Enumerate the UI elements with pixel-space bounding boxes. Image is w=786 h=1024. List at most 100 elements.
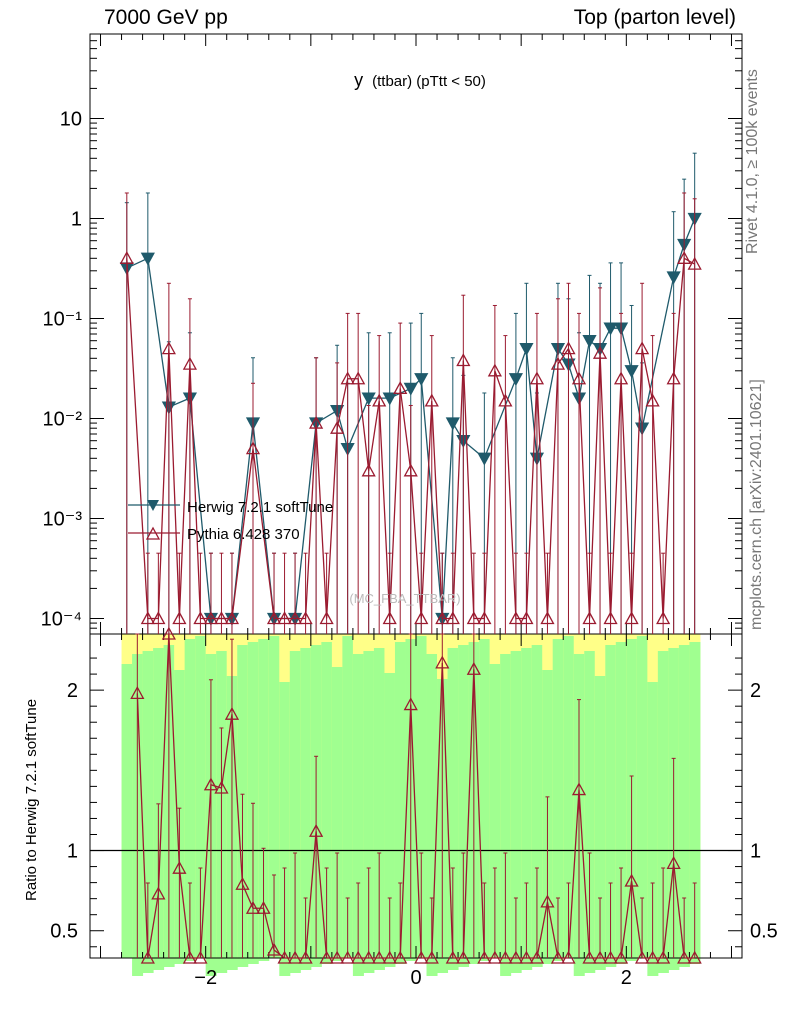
ratio-marker — [403, 697, 418, 711]
watermark: (MC_FBA_TTBAR) — [349, 591, 460, 606]
ratio-y-tick-label: 2 — [67, 680, 78, 702]
ratio-band-inner — [447, 648, 459, 970]
pythia-marker — [203, 611, 219, 625]
ratio-marker — [603, 950, 618, 964]
legend: Herwig 7.2.1 softTune Pythia 6.428 370 — [128, 499, 333, 543]
ratio-marker — [613, 950, 629, 964]
pythia-marker — [403, 463, 418, 477]
ratio-marker — [224, 706, 240, 720]
main-y-tick-label: 10⁻¹ — [43, 309, 83, 331]
pythia-marker — [519, 611, 534, 625]
ratio-marker — [635, 950, 650, 964]
pythia-marker — [582, 611, 597, 625]
pythia-marker — [603, 611, 618, 625]
pythia-marker — [613, 371, 629, 385]
ratio-marker — [330, 950, 345, 964]
ratio-band-inner — [394, 642, 406, 964]
ratio-band-inner — [552, 639, 564, 961]
pythia-line — [126, 257, 695, 620]
ratio-marker — [340, 950, 355, 964]
main-y-tick-label: 10 — [60, 109, 82, 131]
chart-title-main: y — [354, 70, 363, 90]
ratio-marker — [256, 900, 271, 914]
ratio-band-inner — [594, 676, 606, 970]
x-tick-label: 2 — [621, 967, 632, 989]
pythia-marker — [193, 611, 208, 625]
ratio-band-inner — [479, 639, 491, 961]
herwig-marker — [508, 373, 523, 387]
pythia-marker — [151, 611, 166, 625]
ratio-marker — [529, 950, 545, 964]
ratio-band-inner — [510, 651, 522, 973]
ratio-band-inner — [268, 636, 280, 958]
pythia-marker — [624, 611, 639, 625]
pythia-marker — [266, 611, 282, 625]
pythia-marker — [298, 611, 313, 625]
ratio-marker — [487, 950, 502, 964]
ratio-marker — [203, 777, 219, 791]
ratio-band-inner — [521, 648, 533, 970]
herwig-marker — [582, 335, 597, 349]
ratio-band-inner — [678, 645, 690, 967]
ratio-band-inner — [636, 636, 648, 958]
ratio-marker — [309, 823, 324, 837]
pythia-marker — [372, 393, 387, 407]
ratio-band-inner — [184, 639, 196, 961]
ratio-marker — [582, 950, 597, 964]
pythia-marker — [592, 345, 608, 359]
pythia-marker — [635, 341, 650, 355]
ratio-marker — [351, 950, 366, 964]
header-left: 7000 GeV pp — [104, 6, 228, 29]
pythia-marker — [140, 611, 155, 625]
pythia-marker — [666, 371, 681, 385]
ratio-marker — [561, 950, 576, 964]
ratio-marker — [235, 876, 250, 890]
ratio-band-inner — [195, 636, 207, 958]
ratio-band-inner — [657, 651, 669, 973]
ratio-band-inner — [321, 642, 333, 964]
ratio-band-inner — [489, 664, 501, 958]
pythia-marker — [435, 611, 450, 625]
series-layer — [119, 152, 702, 964]
legend-herwig-marker — [147, 500, 159, 511]
pythia-marker — [645, 393, 660, 407]
pythia-marker — [550, 356, 566, 370]
ratio-marker — [466, 661, 481, 675]
pythia-marker — [224, 611, 240, 625]
ratio-y-tick-label: 1 — [67, 841, 78, 863]
ratio-band-inner — [605, 645, 617, 967]
ratio-marker — [540, 894, 555, 908]
herwig-marker — [477, 452, 492, 466]
ratio-marker — [445, 950, 460, 964]
ratio-band-inner — [121, 664, 133, 958]
ratio-marker — [592, 950, 608, 964]
ratio-band-inner — [300, 648, 312, 970]
ratio-marker — [214, 780, 229, 794]
ratio-marker — [361, 950, 376, 964]
pythia-marker — [561, 341, 576, 355]
legend-pythia-label: Pythia 6.428 370 — [187, 526, 300, 543]
pythia-marker — [382, 611, 397, 625]
ratio-band-inner — [363, 651, 375, 973]
pythia-marker — [445, 611, 460, 625]
ratio-marker — [319, 950, 334, 964]
pythia-marker — [351, 371, 366, 385]
ratio-y-tick-label-right: 2 — [750, 680, 761, 702]
legend-herwig-label: Herwig 7.2.1 softTune — [187, 499, 333, 516]
ratio-band-inner — [352, 654, 364, 976]
pythia-marker — [214, 611, 229, 625]
pythia-marker — [330, 420, 345, 434]
ratio-band-inner — [279, 682, 291, 976]
pythia-marker — [277, 611, 292, 625]
pythia-marker — [245, 441, 261, 455]
ratio-marker — [266, 942, 282, 956]
ratio-y-tick-label-right: 0.5 — [750, 921, 778, 943]
ratio-band-inner — [384, 673, 396, 967]
pythia-marker — [529, 371, 545, 385]
pythia-marker — [424, 393, 439, 407]
ratio-marker — [151, 886, 166, 900]
ratio-marker — [130, 685, 145, 699]
pythia-marker — [119, 250, 134, 264]
ratio-band-inner — [342, 636, 354, 958]
